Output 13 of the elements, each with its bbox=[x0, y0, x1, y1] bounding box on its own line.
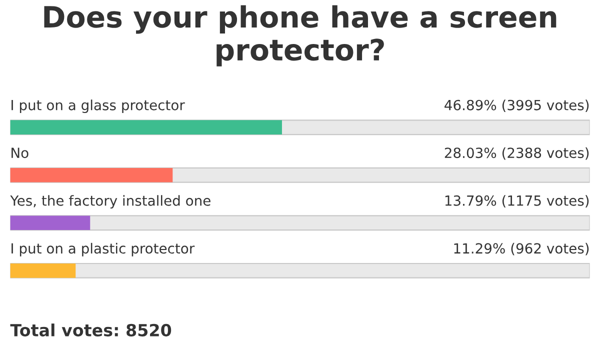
bar bbox=[10, 263, 76, 278]
bar bbox=[10, 216, 90, 230]
data-label: 28.03% (2388 votes) bbox=[444, 147, 589, 160]
y-tick-label: Yes, the factory installed one bbox=[10, 195, 210, 209]
bar bbox=[10, 168, 173, 182]
data-label: 46.89% (3995 votes) bbox=[444, 100, 589, 112]
chart-title: Does your phone have a screen protector? bbox=[44, 5, 556, 66]
text: Total votes: 8520 bbox=[10, 324, 172, 336]
data-label: 11.29% (962 votes) bbox=[454, 242, 589, 256]
y-tick-label: I put on a glass protector bbox=[12, 100, 185, 114]
data-label: 13.79% (1175 votes) bbox=[445, 195, 589, 208]
y-tick-label: I put on a plastic protector bbox=[12, 242, 195, 256]
y-tick-label: No bbox=[12, 148, 28, 158]
